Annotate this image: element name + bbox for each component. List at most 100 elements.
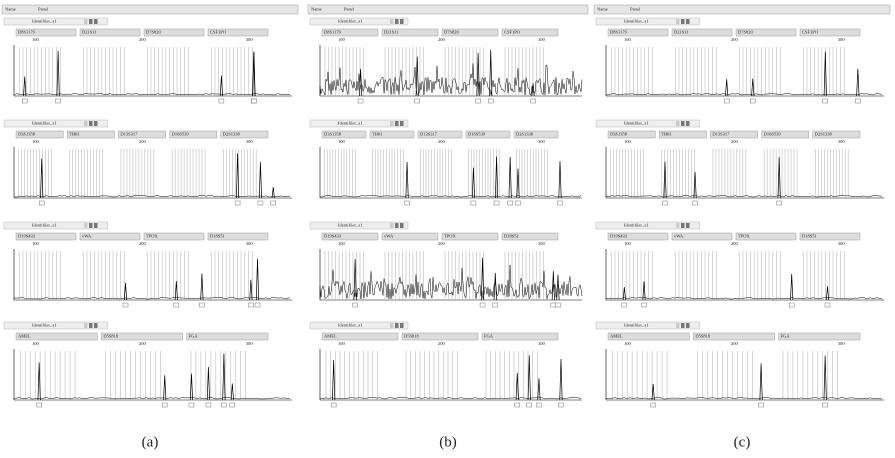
peak xyxy=(236,153,240,199)
peak xyxy=(230,383,234,401)
allele-box xyxy=(515,200,521,206)
locus-name: D3S1358 xyxy=(18,132,36,137)
allele-box xyxy=(555,302,561,308)
sample-name: Identifiler_x1 xyxy=(32,323,57,328)
allele-box xyxy=(357,98,364,104)
panel-caption: (c) xyxy=(734,434,751,450)
sample-icon xyxy=(395,223,399,228)
header-panel: Panel xyxy=(344,7,355,12)
locus-name: D16S539 xyxy=(172,132,190,137)
locus-name: D5S818 xyxy=(103,334,119,339)
header-name: Name xyxy=(5,7,16,12)
locus-bar xyxy=(417,130,463,139)
trace xyxy=(319,195,582,198)
scale-label: 300 xyxy=(538,37,546,42)
allele-box xyxy=(404,200,410,206)
locus-name: D7S820 xyxy=(146,30,162,35)
locus-bar xyxy=(710,130,758,139)
sample-icon xyxy=(84,323,88,328)
sample-icon xyxy=(89,323,93,328)
scale-label: 100 xyxy=(32,37,40,42)
locus-bar xyxy=(321,130,367,139)
scale-label: 100 xyxy=(32,341,40,346)
locus-name: D7S820 xyxy=(444,30,460,35)
sample-icon xyxy=(390,323,394,328)
locus-bar xyxy=(735,232,797,241)
locus-name: D13S317 xyxy=(712,132,730,137)
allele-box xyxy=(234,200,241,206)
peak xyxy=(558,161,562,199)
sample-name: Identifiler_x1 xyxy=(32,121,57,126)
allele-box xyxy=(514,402,520,408)
sample-icon xyxy=(94,323,98,328)
sample-icon xyxy=(400,223,404,228)
allele-box xyxy=(229,402,236,408)
locus-name: FGA xyxy=(189,334,199,339)
locus-bar xyxy=(207,232,269,241)
scale-label: 200 xyxy=(731,341,739,346)
allele-box xyxy=(822,98,828,104)
peak xyxy=(489,49,493,97)
sample-icon xyxy=(676,223,680,228)
allele-box xyxy=(662,200,668,206)
peak xyxy=(258,162,262,199)
allele-box xyxy=(199,302,205,308)
locus-bar xyxy=(79,232,141,241)
scale-label: 200 xyxy=(438,139,446,144)
sample-icon xyxy=(390,121,394,126)
allele-box xyxy=(558,402,564,408)
scale-label: 100 xyxy=(624,241,632,246)
scale-label: 300 xyxy=(246,139,254,144)
trace xyxy=(319,397,582,400)
scale-label: 300 xyxy=(246,241,254,246)
peak xyxy=(332,360,336,401)
sample-icon xyxy=(390,223,394,228)
scale-label: 200 xyxy=(438,241,446,246)
peak xyxy=(252,51,256,97)
peak xyxy=(515,372,519,401)
allele-box xyxy=(824,302,831,308)
sample-icon xyxy=(400,121,404,126)
locus-bar xyxy=(169,130,218,139)
locus-bar xyxy=(369,130,415,139)
locus-name: D3S1358 xyxy=(610,132,628,137)
scale-label: 100 xyxy=(32,241,40,246)
allele-box xyxy=(488,98,494,104)
allele-box xyxy=(122,302,129,308)
locus-bar xyxy=(15,130,64,139)
peak xyxy=(759,363,763,401)
allele-box xyxy=(557,200,563,206)
sample-name: Identifiler_x1 xyxy=(338,223,363,228)
locus-name: D2S1338 xyxy=(815,132,833,137)
allele-box xyxy=(650,402,656,408)
peak xyxy=(551,271,555,301)
locus-name: vWA xyxy=(674,234,684,239)
locus-bar xyxy=(220,130,269,139)
peak xyxy=(622,286,626,301)
locus-name: vWA xyxy=(82,234,92,239)
peak xyxy=(537,378,541,401)
locus-name: AMEL xyxy=(18,334,31,339)
sample-name: Identifiler_x1 xyxy=(624,121,649,126)
sample-name: Identifiler_x1 xyxy=(338,121,363,126)
locus-name: D16S539 xyxy=(764,132,782,137)
scale-label: 200 xyxy=(438,341,446,346)
peak xyxy=(642,281,646,301)
trace xyxy=(13,195,291,198)
scale-label: 100 xyxy=(338,241,346,246)
locus-bar xyxy=(321,28,379,37)
allele-box xyxy=(22,98,28,104)
peak xyxy=(271,187,275,199)
sample-icon xyxy=(395,121,399,126)
allele-box xyxy=(218,98,225,104)
peak xyxy=(531,83,535,97)
allele-box xyxy=(788,302,795,308)
peak xyxy=(651,383,655,401)
sample-icon xyxy=(89,121,93,126)
locus-bar xyxy=(15,232,77,241)
sample-bar xyxy=(309,119,409,128)
allele-box xyxy=(855,98,861,104)
peak xyxy=(255,258,260,301)
trace xyxy=(605,93,883,96)
